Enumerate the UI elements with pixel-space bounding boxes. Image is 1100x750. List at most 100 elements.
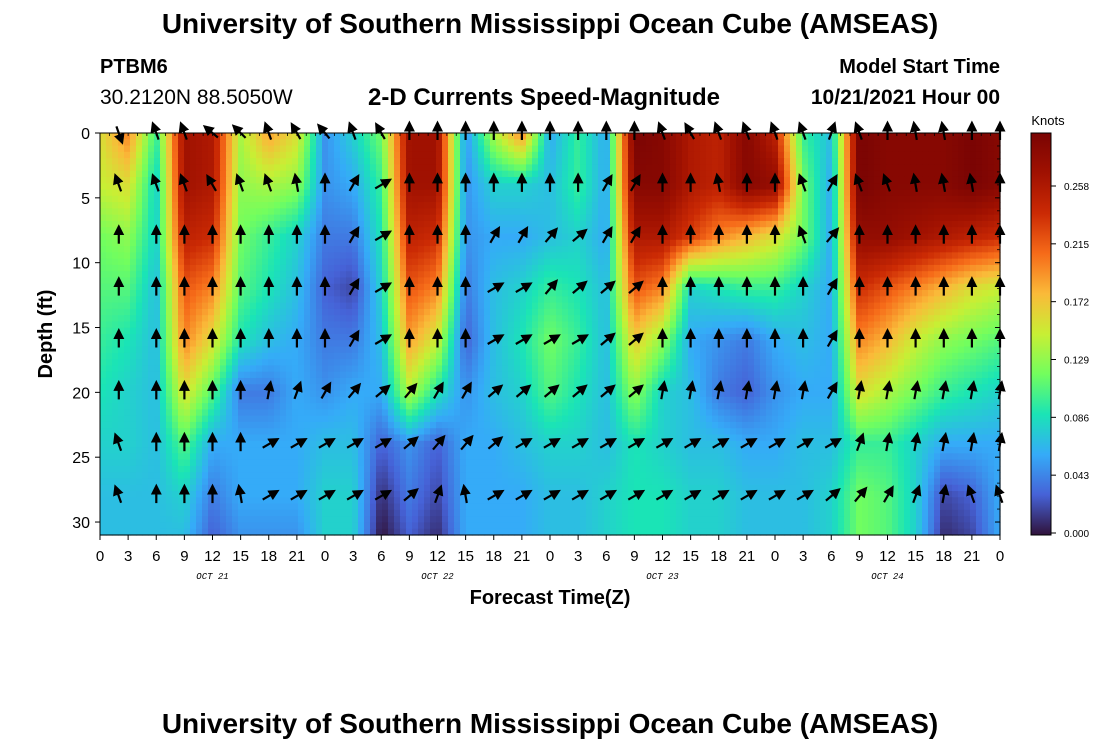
heatmap-cell xyxy=(430,321,437,329)
heatmap-cell xyxy=(946,296,953,304)
heatmap-cell xyxy=(664,327,671,335)
heatmap-cell xyxy=(664,195,671,203)
heatmap-cell xyxy=(376,133,383,140)
heatmap-cell xyxy=(946,233,953,241)
heatmap-cell xyxy=(580,176,587,184)
heatmap-cell xyxy=(568,164,575,172)
heatmap-cell xyxy=(922,133,929,140)
heatmap-cell xyxy=(142,315,149,323)
heatmap-cell xyxy=(892,271,899,279)
heatmap-cell xyxy=(382,151,389,159)
heatmap-cell xyxy=(868,308,875,316)
heatmap-cell xyxy=(484,208,491,216)
heatmap-cell xyxy=(928,334,935,341)
heatmap-cell xyxy=(220,183,227,191)
heatmap-cell xyxy=(430,170,437,178)
heatmap-cell xyxy=(682,233,689,241)
heatmap-cell xyxy=(724,246,731,253)
heatmap-cell xyxy=(556,227,563,235)
heatmap-cell xyxy=(364,334,371,341)
heatmap-cell xyxy=(166,145,173,153)
heatmap-cell xyxy=(262,340,269,348)
heatmap-cell xyxy=(742,195,749,203)
heatmap-cell xyxy=(622,308,629,316)
heatmap-cell xyxy=(958,302,965,310)
heatmap-cell xyxy=(226,183,233,191)
heatmap-cell xyxy=(916,195,923,203)
heatmap-cell xyxy=(346,246,353,253)
heatmap-cell xyxy=(100,164,107,172)
heatmap-cell xyxy=(682,321,689,329)
heatmap-cell xyxy=(142,189,149,197)
heatmap-cell xyxy=(376,334,383,341)
heatmap-cell xyxy=(820,246,827,253)
heatmap-cell xyxy=(262,195,269,203)
heatmap-cell xyxy=(394,296,401,304)
heatmap-cell xyxy=(640,158,647,166)
heatmap-cell xyxy=(376,202,383,209)
heatmap-cell xyxy=(280,258,287,266)
heatmap-cell xyxy=(148,158,155,166)
heatmap-cell xyxy=(868,208,875,216)
heatmap-cell xyxy=(508,208,515,216)
heatmap-cell xyxy=(598,164,605,172)
heatmap-cell xyxy=(184,258,191,266)
heatmap-cell xyxy=(172,296,179,304)
heatmap-cell xyxy=(280,252,287,260)
heatmap-cell xyxy=(844,252,851,260)
heatmap-cell xyxy=(598,176,605,184)
heatmap-cell xyxy=(526,139,533,147)
heatmap-cell xyxy=(280,302,287,310)
heatmap-cell xyxy=(124,246,131,253)
heatmap-cell xyxy=(910,189,917,197)
heatmap-cell xyxy=(130,246,137,253)
heatmap-cell xyxy=(556,202,563,209)
heatmap-cell xyxy=(454,145,461,153)
heatmap-cell xyxy=(430,208,437,216)
heatmap-cell xyxy=(562,277,569,285)
heatmap-cell xyxy=(184,164,191,172)
heatmap-cell xyxy=(424,258,431,266)
heatmap-cell xyxy=(850,302,857,310)
heatmap-cell xyxy=(736,271,743,279)
heatmap-cell xyxy=(652,145,659,153)
heatmap-cell xyxy=(724,158,731,166)
heatmap-cell xyxy=(676,271,683,279)
heatmap-cell xyxy=(220,227,227,235)
heatmap-cell xyxy=(304,133,311,140)
heatmap-cell xyxy=(940,202,947,209)
heatmap-cell xyxy=(460,151,467,159)
heatmap-cell xyxy=(550,302,557,310)
heatmap-cell xyxy=(580,183,587,191)
heatmap-cell xyxy=(604,202,611,209)
heatmap-cell xyxy=(712,133,719,140)
heatmap-cell xyxy=(970,195,977,203)
heatmap-cell xyxy=(388,145,395,153)
heatmap-cell xyxy=(430,290,437,297)
heatmap-cell xyxy=(148,220,155,228)
heatmap-cell xyxy=(364,277,371,285)
heatmap-cell xyxy=(262,252,269,260)
heatmap-cell xyxy=(934,334,941,341)
heatmap-cell xyxy=(304,340,311,348)
heatmap-cell xyxy=(718,296,725,304)
heatmap-cell xyxy=(268,220,275,228)
heatmap-cell xyxy=(298,151,305,159)
heatmap-cell xyxy=(304,296,311,304)
heatmap-cell xyxy=(844,290,851,297)
heatmap-cell xyxy=(118,315,125,323)
heatmap-cell xyxy=(898,296,905,304)
heatmap-cell xyxy=(790,220,797,228)
heatmap-cell xyxy=(820,170,827,178)
heatmap-cell xyxy=(790,133,797,140)
heatmap-cell xyxy=(478,233,485,241)
heatmap-cell xyxy=(634,290,641,297)
heatmap-cell xyxy=(688,145,695,153)
heatmap-cell xyxy=(430,214,437,222)
heatmap-cell xyxy=(478,246,485,253)
heatmap-cell xyxy=(178,195,185,203)
heatmap-cell xyxy=(808,334,815,341)
heatmap-cell xyxy=(538,233,545,241)
heatmap-cell xyxy=(340,315,347,323)
heatmap-cell xyxy=(484,195,491,203)
